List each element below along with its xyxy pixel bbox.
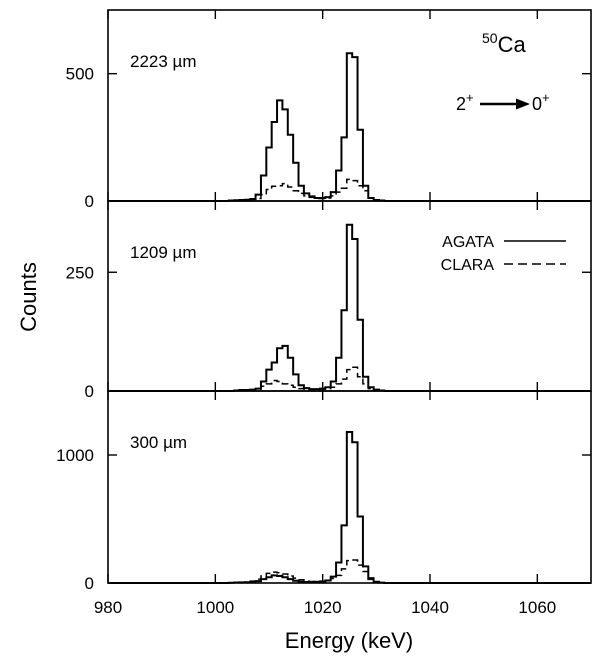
series-clara-middle [108,366,591,392]
panel-frame-middle [107,200,592,392]
nucleus-label: 50Ca [482,30,526,57]
initial-parity: + [466,90,474,105]
panel-series-top [108,52,591,202]
initial-spin: 2 [456,94,466,114]
nucleus-mass: 50 [482,30,498,46]
x-tick-label-980: 980 [94,598,122,617]
y-tick-label-middle-0: 0 [85,382,94,401]
x-tick-label-1000: 1000 [196,598,234,617]
legend-label-clara: CLARA [441,257,495,274]
x-tick-label-1020: 1020 [304,598,342,617]
series-clara-bottom [108,559,591,584]
series-clara-top [108,178,591,202]
x-tick-label-1040: 1040 [411,598,449,617]
x-tick-label-1060: 1060 [518,598,556,617]
transition-final: 0+ [532,90,550,114]
panel-label-middle: 1209 µm [130,243,197,262]
panel-label-bottom: 300 µm [130,433,187,452]
x-axis-title: Energy (keV) [285,628,413,653]
y-tick-label-middle-250: 250 [66,263,94,282]
y-tick-label-bottom-0: 0 [85,574,94,593]
panel-series-bottom [108,430,591,584]
y-axis-title: Counts [16,262,41,332]
y-tick-label-bottom-1000: 1000 [56,446,94,465]
final-parity: + [542,90,550,105]
nucleus-element: Ca [498,32,527,57]
transition-arrow-icon [480,98,530,110]
panel-series-middle [108,223,591,392]
final-spin: 0 [532,94,542,114]
transition-initial: 2+ [456,90,474,114]
panel-label-top: 2223 µm [130,52,197,71]
legend: AGATA CLARA [441,234,566,274]
panel-frame-bottom [107,390,592,584]
y-tick-label-top-500: 500 [66,65,94,84]
y-tick-label-top-0: 0 [85,192,94,211]
series-agata-bottom [108,430,591,584]
legend-label-agata: AGATA [442,234,494,251]
